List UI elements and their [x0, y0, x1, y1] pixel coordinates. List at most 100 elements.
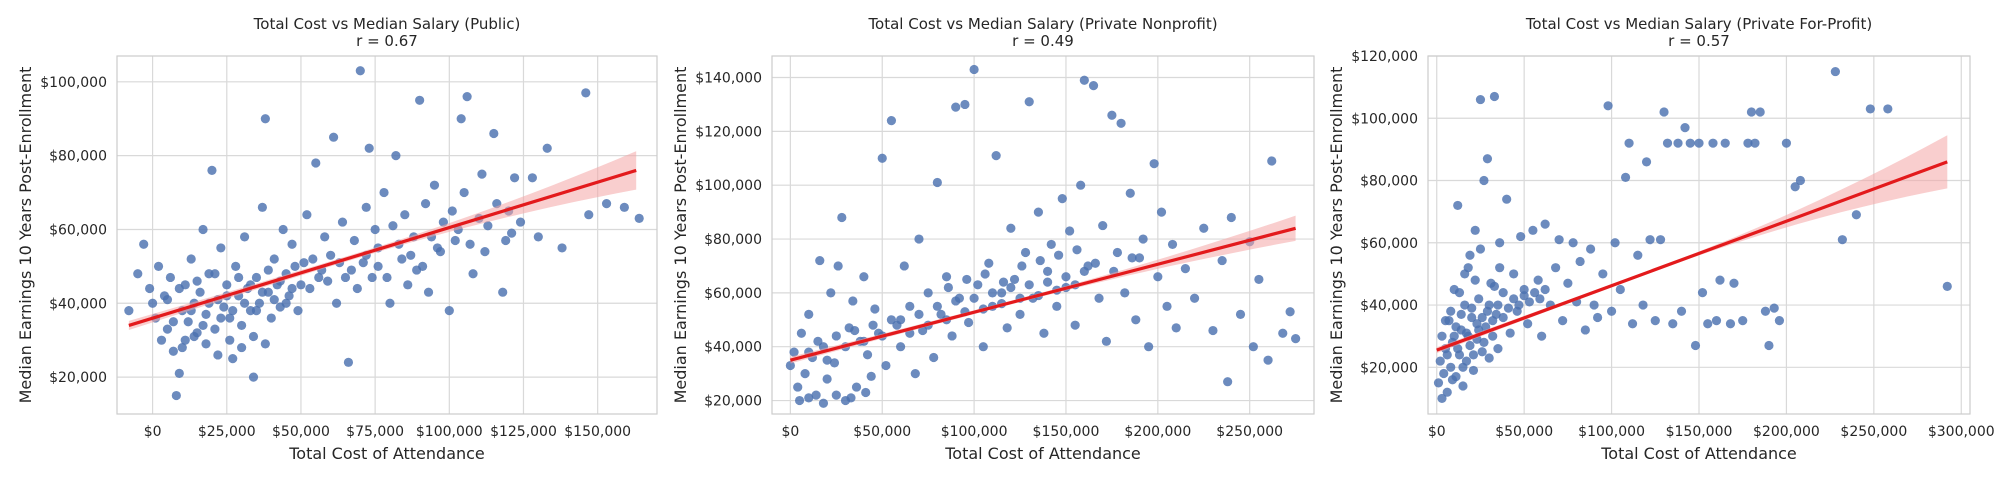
data-point	[969, 64, 979, 75]
data-point	[192, 276, 202, 286]
data-point	[1746, 107, 1757, 117]
data-point	[1837, 235, 1847, 245]
data-point	[837, 212, 847, 223]
data-point	[793, 382, 803, 392]
data-point	[1442, 350, 1452, 360]
data-point	[370, 224, 380, 235]
y-tick-label: $40,000	[704, 340, 762, 356]
data-point	[850, 325, 860, 336]
data-point	[1456, 309, 1466, 319]
data-point	[361, 202, 371, 212]
data-point	[1624, 138, 1634, 148]
data-point	[1189, 293, 1200, 303]
data-point	[263, 265, 273, 275]
x-tick-label: $0	[781, 424, 799, 440]
data-point	[1076, 180, 1086, 190]
data-point	[1467, 303, 1477, 313]
data-point	[257, 202, 267, 212]
data-point	[489, 128, 499, 139]
data-point	[1153, 272, 1163, 282]
data-point	[1460, 300, 1470, 310]
data-point	[1120, 288, 1130, 298]
data-point	[287, 283, 297, 294]
plot-frame	[1427, 55, 1971, 415]
y-tick-label: $80,000	[1360, 174, 1418, 190]
data-point	[260, 339, 270, 349]
chart-subtitle: r = 0.49	[1012, 32, 1074, 50]
data-point	[1116, 118, 1126, 128]
data-point	[1537, 331, 1547, 341]
data-point	[1453, 200, 1463, 211]
data-point	[1475, 94, 1486, 105]
data-point	[1633, 250, 1643, 260]
data-point	[1454, 287, 1465, 298]
data-point	[1505, 328, 1515, 338]
data-point	[1017, 261, 1027, 271]
data-point	[207, 165, 217, 176]
chart-panel-1: $0 $25,000 $50,000 $75,000 $100,000 $125,000 $…	[16, 15, 658, 463]
data-point	[1488, 316, 1498, 326]
data-point	[311, 158, 321, 168]
data-point	[969, 293, 979, 303]
data-point	[515, 217, 526, 227]
data-point	[1024, 97, 1034, 107]
data-point	[886, 116, 897, 126]
data-point	[1217, 255, 1227, 266]
y-tick-label: $40,000	[49, 296, 107, 312]
data-point	[168, 346, 178, 356]
data-point	[987, 288, 998, 298]
data-points	[124, 66, 644, 401]
data-point	[1291, 334, 1301, 344]
data-point	[1477, 312, 1487, 323]
data-point	[222, 280, 232, 290]
y-tick-label: $40,000	[1360, 298, 1418, 314]
y-tick-label: $60,000	[704, 286, 762, 302]
data-point	[251, 272, 262, 283]
data-point	[1149, 159, 1159, 169]
data-point	[1851, 210, 1861, 220]
data-point	[584, 210, 594, 220]
data-point	[1477, 347, 1487, 357]
data-point	[1498, 287, 1508, 298]
data-point	[1248, 342, 1258, 352]
data-point	[1482, 154, 1493, 164]
data-point	[1760, 306, 1771, 316]
data-point	[406, 250, 416, 260]
plot-frame	[771, 55, 1315, 415]
data-point	[796, 328, 806, 338]
data-point	[1465, 340, 1475, 351]
data-point	[284, 291, 294, 301]
data-point	[290, 261, 300, 271]
data-point	[228, 306, 238, 316]
data-point	[1711, 316, 1722, 326]
data-point	[557, 243, 567, 253]
data-point	[634, 213, 644, 223]
data-point	[1107, 110, 1117, 120]
y-tick-label: $20,000	[1360, 360, 1418, 376]
data-point	[174, 368, 184, 379]
y-axis-label: Median Earnings 10 Years Post-Enrollment	[16, 67, 35, 404]
data-point	[1645, 235, 1655, 245]
data-point	[1603, 101, 1613, 111]
data-point	[1610, 238, 1620, 248]
data-point	[1685, 138, 1695, 148]
chart-panel-3: $0 $50,000 $100,000 $150,000 $200,000 $250,00…	[1327, 15, 1995, 463]
data-point	[1470, 225, 1480, 235]
data-point	[1088, 81, 1099, 91]
data-point	[1694, 138, 1704, 148]
data-point	[349, 235, 359, 246]
data-point	[423, 287, 434, 297]
data-point	[1524, 297, 1535, 307]
x-axis-label: Total Cost of Attendance	[288, 444, 485, 463]
x-tick-label: $250,000	[1840, 424, 1907, 440]
data-point	[148, 298, 158, 308]
data-point	[248, 372, 259, 382]
data-point	[1263, 355, 1273, 365]
data-point	[438, 217, 448, 227]
data-point	[1558, 316, 1568, 326]
data-point	[462, 91, 472, 102]
data-point	[980, 269, 990, 279]
data-point	[1127, 253, 1137, 263]
data-point	[1865, 104, 1875, 114]
data-point	[1535, 294, 1545, 304]
